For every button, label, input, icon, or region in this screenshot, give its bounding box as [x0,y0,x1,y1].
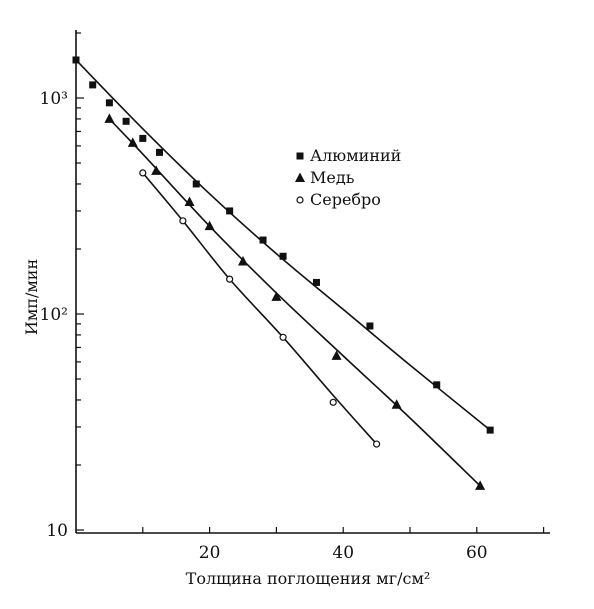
silver-point [226,275,234,283]
aluminium-point [156,148,163,156]
x-tick-label: 60 [466,543,488,563]
x-tick-label: 40 [332,543,354,563]
copper-legend-label: Медь [310,168,355,187]
tick-marks: 20 40 60 10 10² 10³ [40,32,545,563]
aluminium-point [139,134,147,142]
aluminium-legend-marker [296,152,304,160]
x-axis-label: Толщина поглощения мг/см² [186,569,431,588]
copper-point [127,137,138,147]
x-tick-label: 20 [199,543,221,563]
copper-point [271,291,282,301]
aluminium-point [89,81,97,89]
copper-point [475,480,486,490]
aluminium-point [366,322,374,330]
copper-legend-marker [295,172,305,182]
copper-point [204,220,215,231]
aluminium-point [433,381,441,389]
aluminium-legend-label: Алюминий [310,146,401,165]
y-tick-label: 10 [46,521,68,541]
aluminium-point [312,278,320,286]
silver-point [179,217,187,225]
silver-point [329,398,337,406]
y-axis-label: Имп/мин [22,259,41,335]
copper-curve [108,118,481,487]
aluminium-curve [75,59,491,431]
silver-point [373,440,381,448]
aluminium-point [192,180,200,188]
copper-point [391,399,402,409]
aluminium-point [72,56,80,64]
legend: Алюминий Медь Серебро [295,146,401,209]
aluminium-point [105,99,113,107]
aluminium-point [486,426,494,434]
aluminium-point [226,207,234,215]
silver-legend-marker [296,196,304,204]
copper-point [151,165,162,175]
axes [75,30,550,534]
aluminium-point [122,117,130,125]
copper-point [238,256,248,266]
aluminium-point [279,252,287,260]
data-points [72,56,494,490]
copper-point [331,350,342,360]
aluminium-point [259,236,267,244]
y-tick-label: 10³ [40,89,68,109]
y-tick-label: 10² [40,305,68,325]
copper-point [104,113,115,123]
silver-legend-label: Серебро [310,190,381,209]
copper-point [184,196,195,207]
fit-curves [75,59,491,487]
silver-point [139,169,147,177]
silver-point [279,333,287,341]
